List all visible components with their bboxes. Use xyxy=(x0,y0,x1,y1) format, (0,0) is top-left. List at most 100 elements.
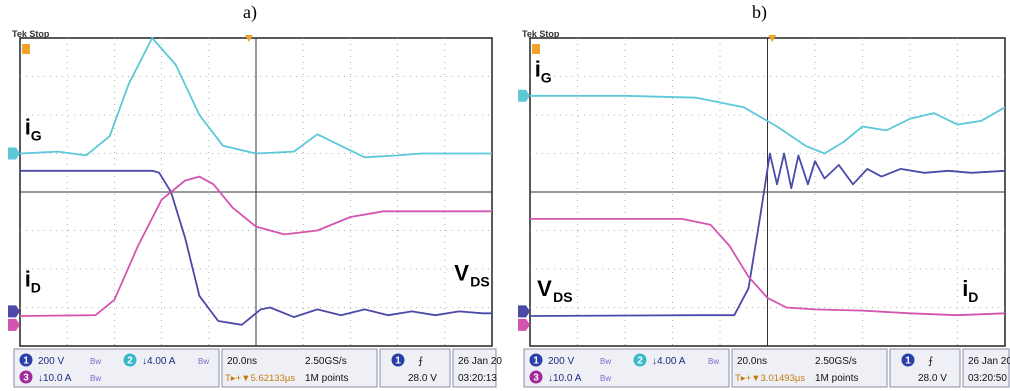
panel-a-ch1-scale: 200 V xyxy=(38,356,64,367)
panel-a-timebase: 20.0ns xyxy=(227,356,257,367)
panel-b-ch2-badge-dot xyxy=(633,353,647,367)
panel-b-ig-label-main: i xyxy=(535,57,541,82)
panel-b-trace-iG xyxy=(530,94,1006,155)
panel-a-label: a) xyxy=(243,2,257,22)
panel-b-id-label-sub: D xyxy=(968,289,978,305)
panel-b-sample-rate: 2.50GS/s xyxy=(815,356,857,367)
panel-b-trigger-level: 28.0 V xyxy=(918,373,947,384)
panel-a-vds-label: V DS xyxy=(454,261,489,290)
panel-a-status-text: Tek Stop xyxy=(12,29,50,39)
panel-a-ch2-scale: ↓4.00 A xyxy=(142,356,176,367)
panel-b-label: b) xyxy=(752,2,767,22)
panel-a-trigger-level: 28.0 V xyxy=(408,373,437,384)
panel-a-ig-label-main: i xyxy=(25,114,31,139)
panel-b-ch1-bw: Bw xyxy=(600,357,611,366)
panel-b-ch1-badge-num: 1 xyxy=(533,356,539,367)
panel-a-channel-readout-box xyxy=(13,348,220,388)
panel-b-ch2-scale: ↓4.00 A xyxy=(652,356,686,367)
panel-b-trigger-source-badge: 1 xyxy=(901,353,915,367)
panel-b-time: 03:20:50 xyxy=(968,373,1007,384)
panel-b-date: 26 Jan 20 xyxy=(968,356,1010,367)
panel-b-vds-label-sub: DS xyxy=(553,289,572,305)
panel-a-id-label-main: i xyxy=(25,266,31,291)
panel-a-timebase-readout-box xyxy=(221,348,378,388)
panel-b-ch3-badge-dot xyxy=(529,370,543,384)
panel-a-trace-VDS xyxy=(20,169,492,326)
panel-a-trigger-source-badge-dot xyxy=(391,353,405,367)
panel-a-time: 03:20:13 xyxy=(458,373,497,384)
panel-a-ch1-badge-num: 1 xyxy=(23,356,29,367)
panel-b-ch1-ground-marker xyxy=(518,305,530,318)
panel-a-trigger-source-badge-num: 1 xyxy=(395,356,401,367)
panel-b-ch3-badge: 3 xyxy=(529,370,543,384)
panel-a-trigger-readout-box xyxy=(379,348,451,388)
panel-b-trigger-marker xyxy=(768,35,777,42)
panel-b-id-label-main: i xyxy=(962,276,968,301)
panel-b-ch2-bw: Bw xyxy=(708,357,719,366)
panel-b-ch2-ground-marker xyxy=(518,89,530,102)
panel-a-ig-label-sub: G xyxy=(31,127,42,143)
panel-a-ch1-badge: 1 xyxy=(19,353,33,367)
panel-b-delay: T▸+▼3.01493µs xyxy=(735,373,805,384)
panel-b-status-text: Tek Stop xyxy=(522,29,560,39)
panel-b-vds-label-main: V xyxy=(537,276,552,301)
panel-a-ch2-badge: 2 xyxy=(123,353,137,367)
panel-a-sample-rate: 2.50GS/s xyxy=(305,356,347,367)
panel-a-ch1-badge-dot xyxy=(19,353,33,367)
panel-b-trace-iD xyxy=(530,217,1006,317)
panel-a-ch3-badge-num: 3 xyxy=(23,373,29,384)
panel-a-date: 26 Jan 20 xyxy=(458,356,502,367)
panel-b-trigger-readout-box xyxy=(889,348,961,388)
panel-b-vds-label: V DS xyxy=(537,276,572,305)
panel-a-ch3-badge-dot xyxy=(19,370,33,384)
panel-b-ch2-badge-num: 2 xyxy=(637,356,643,367)
panel-a-ch3-bw: Bw xyxy=(90,374,101,383)
panel-a-trigger-source-badge: 1 xyxy=(391,353,405,367)
panel-b-trigger-position-marker xyxy=(532,44,540,54)
panel-b-trigger-slope-icon: ⨍ xyxy=(928,356,933,367)
panel-b-ch1-badge: 1 xyxy=(529,353,543,367)
panel-a-ch3-scale: ↓10.0 A xyxy=(38,373,72,384)
panel-b-ch3-bw: Bw xyxy=(600,374,611,383)
panel-b-timebase-readout-box xyxy=(731,348,888,388)
panel-a-datetime-readout-box xyxy=(452,348,497,388)
panel-a-trigger-position-marker xyxy=(22,44,30,54)
panel-a-ch2-badge-dot xyxy=(123,353,137,367)
panel-a-trigger-slope-icon: ⨍ xyxy=(418,356,423,367)
panel-a-ch2-ground-marker xyxy=(8,147,20,160)
panel-a-ch1-ground-marker xyxy=(8,305,20,318)
panel-a-ch1-bw: Bw xyxy=(90,357,101,366)
panel-a-ch3-ground-marker xyxy=(8,318,20,331)
panel-a-grid xyxy=(20,38,492,346)
panel-b-record-length: 1M points xyxy=(815,373,858,384)
panel-b-ch3-scale: ↓10.0 A xyxy=(548,373,582,384)
panel-b-trace-VDS xyxy=(529,152,1006,317)
panel-a-trace-iG xyxy=(19,37,492,159)
panel-b-trigger-source-badge-dot xyxy=(901,353,915,367)
panel-b-ig-label-sub: G xyxy=(541,70,552,86)
panel-a-ch2-badge-num: 2 xyxy=(127,356,133,367)
panel-a-trace-iD xyxy=(19,175,492,317)
panel-b-channel-readout-box xyxy=(523,348,730,388)
panel-a-ch2-bw: Bw xyxy=(198,357,209,366)
panel-a-vds-label-sub: DS xyxy=(470,274,489,290)
panel-b-datetime-readout-box xyxy=(962,348,1010,388)
panel-a-trigger-marker xyxy=(244,35,253,42)
panel-b-ch1-scale: 200 V xyxy=(548,356,574,367)
panel-a-vds-label-main: V xyxy=(454,261,469,286)
panel-b-ch2-badge: 2 xyxy=(633,353,647,367)
panel-b-timebase: 20.0ns xyxy=(737,356,767,367)
panel-b-ch3-ground-marker xyxy=(518,318,530,331)
panel-a-ch3-badge: 3 xyxy=(19,370,33,384)
panel-b-ch1-badge-dot xyxy=(529,353,543,367)
panel-a-id-label-sub: D xyxy=(31,279,41,295)
panel-b-trigger-source-badge-num: 1 xyxy=(905,356,911,367)
panel-b-ch3-badge-num: 3 xyxy=(533,373,539,384)
